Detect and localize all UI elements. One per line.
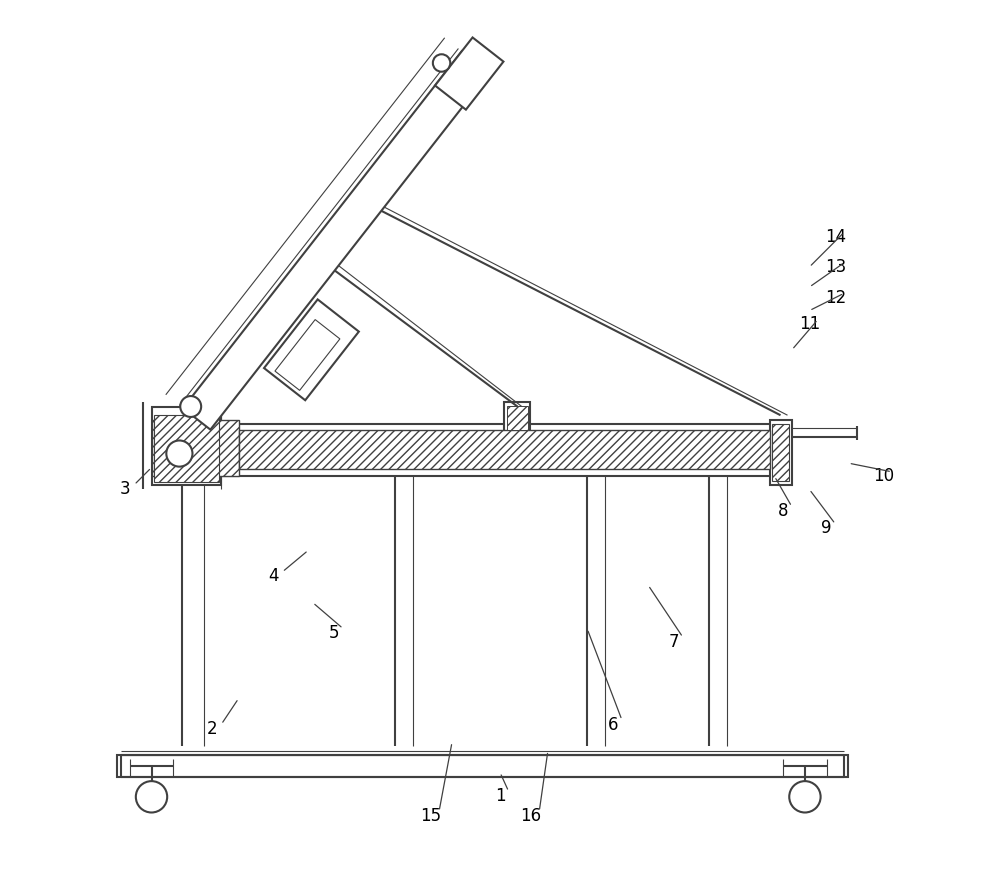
Bar: [152, 406, 221, 485]
Text: 16: 16: [520, 807, 541, 825]
Polygon shape: [435, 38, 503, 109]
Text: 9: 9: [821, 519, 832, 538]
Bar: [770, 420, 792, 485]
Text: 1: 1: [495, 787, 505, 805]
Text: 7: 7: [669, 633, 679, 651]
Circle shape: [433, 54, 450, 72]
Circle shape: [166, 440, 192, 467]
Text: 6: 6: [608, 716, 619, 733]
Text: 2: 2: [207, 720, 218, 738]
Bar: [152, 420, 239, 476]
Text: 5: 5: [329, 624, 340, 642]
Circle shape: [180, 396, 201, 417]
Text: 12: 12: [825, 288, 846, 307]
Bar: [772, 424, 789, 481]
Polygon shape: [275, 320, 340, 391]
Text: 8: 8: [778, 502, 788, 520]
Polygon shape: [183, 52, 489, 430]
Text: 10: 10: [873, 468, 894, 485]
Polygon shape: [264, 300, 359, 400]
Bar: [239, 430, 770, 469]
Bar: [504, 402, 530, 433]
Bar: [154, 415, 219, 482]
Circle shape: [789, 781, 821, 813]
Text: 3: 3: [120, 481, 131, 498]
Bar: [507, 406, 528, 430]
Circle shape: [136, 781, 167, 813]
Text: 4: 4: [268, 567, 279, 586]
Bar: [117, 755, 848, 777]
Text: 13: 13: [825, 258, 846, 276]
Text: 14: 14: [825, 227, 846, 246]
Text: 15: 15: [420, 807, 441, 825]
Text: 11: 11: [799, 315, 820, 333]
